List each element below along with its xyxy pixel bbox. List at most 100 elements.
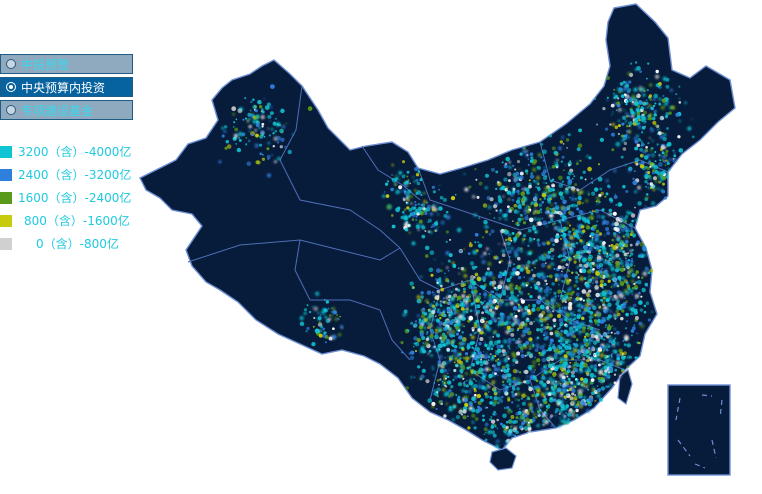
heat-dot: [545, 206, 550, 212]
heat-dot: [489, 197, 494, 202]
heat-dot: [419, 275, 423, 279]
heat-dot: [464, 308, 466, 311]
heat-dot: [633, 111, 638, 116]
heat-dot: [499, 280, 504, 285]
heat-dot: [568, 208, 571, 211]
legend-item-2[interactable]: 1600（含）-2400亿: [0, 189, 140, 212]
heat-dot: [576, 200, 582, 206]
heat-dot: [606, 343, 610, 347]
heat-dot: [494, 390, 498, 395]
heat-dot: [513, 236, 518, 241]
heat-dot: [541, 376, 545, 380]
heat-dot: [453, 354, 456, 357]
heat-dot: [633, 170, 636, 173]
heat-dot: [420, 361, 423, 364]
heat-dot: [517, 275, 522, 280]
heat-dot: [596, 385, 599, 387]
heat-dot: [422, 341, 425, 345]
heat-dot: [587, 388, 590, 391]
heat-dot: [586, 261, 589, 264]
heat-dot: [250, 113, 254, 117]
heat-dot: [469, 241, 472, 244]
heat-dot: [513, 209, 518, 214]
heat-dot: [646, 166, 651, 171]
heat-dot: [528, 217, 534, 223]
heat-dot: [655, 84, 658, 87]
heat-dot: [444, 319, 448, 323]
radio-option-0[interactable]: 中投预警: [0, 54, 133, 74]
heat-dot: [461, 331, 464, 334]
heat-dot: [436, 226, 439, 229]
heat-dot: [457, 374, 461, 378]
heat-dot: [607, 297, 611, 300]
heat-dot: [544, 370, 548, 374]
heat-dot: [598, 369, 604, 375]
heat-dot: [602, 333, 606, 337]
heat-dot: [497, 293, 503, 299]
legend-item-3[interactable]: 800（含）-1600亿: [0, 212, 140, 235]
heat-dot: [628, 268, 634, 273]
heat-dot: [591, 321, 593, 324]
heat-dot: [552, 178, 555, 181]
heat-dot: [505, 372, 510, 378]
heat-dot: [635, 162, 639, 166]
heat-dot: [467, 356, 471, 360]
heat-dot: [567, 133, 571, 137]
heat-dot: [615, 263, 620, 269]
heat-dot: [602, 247, 607, 252]
heat-dot: [532, 167, 537, 172]
legend-item-0[interactable]: 3200（含）-4000亿: [0, 143, 140, 166]
heat-dot: [575, 162, 579, 166]
heat-dot: [636, 93, 638, 96]
heat-dot: [638, 341, 641, 345]
heat-dot: [499, 271, 502, 274]
heat-dot: [577, 255, 581, 258]
heat-dot: [525, 340, 530, 346]
heat-dot: [496, 348, 502, 354]
heat-dot: [563, 395, 567, 399]
heat-dot: [626, 320, 628, 323]
heat-dot: [556, 161, 559, 165]
heat-dot: [463, 273, 468, 278]
heat-dot: [327, 307, 330, 310]
heat-dot: [517, 197, 521, 201]
legend-item-4[interactable]: 0（含）-800亿: [0, 235, 140, 258]
radio-option-1[interactable]: 中央预算内投资: [0, 77, 133, 97]
heat-dot: [520, 185, 523, 187]
heat-dot: [570, 357, 574, 361]
heat-dot: [621, 138, 626, 143]
heat-dot: [464, 352, 469, 356]
heat-dot: [429, 230, 433, 234]
heat-dot: [621, 115, 627, 120]
heat-dot: [634, 190, 638, 194]
heat-dot: [564, 189, 569, 194]
heat-dot: [522, 149, 527, 154]
heat-dot: [613, 94, 619, 99]
heat-dot: [587, 256, 591, 260]
heat-dot: [490, 425, 494, 430]
heat-dot: [578, 263, 583, 268]
heat-dot: [437, 213, 440, 216]
heat-dot: [504, 238, 508, 242]
heat-dot: [614, 281, 618, 286]
radio-option-2[interactable]: 专项建设基金: [0, 100, 133, 120]
heat-dot: [487, 385, 491, 388]
heat-dot: [221, 134, 225, 138]
heat-dot: [589, 235, 592, 238]
legend-item-1[interactable]: 2400（含）-3200亿: [0, 166, 140, 189]
heat-dot: [558, 254, 563, 258]
heat-dot: [401, 160, 406, 164]
heat-dot: [503, 358, 508, 363]
heat-dot: [565, 393, 569, 397]
heat-dot: [423, 317, 429, 322]
heat-dot: [486, 326, 492, 332]
heat-dot: [252, 119, 257, 124]
heat-dot: [592, 357, 596, 360]
heat-dot: [527, 244, 530, 247]
heat-dot: [626, 343, 631, 348]
heat-dot: [593, 353, 596, 356]
heat-dot: [285, 122, 288, 125]
heat-dot: [445, 251, 450, 256]
heat-dot: [578, 324, 583, 329]
